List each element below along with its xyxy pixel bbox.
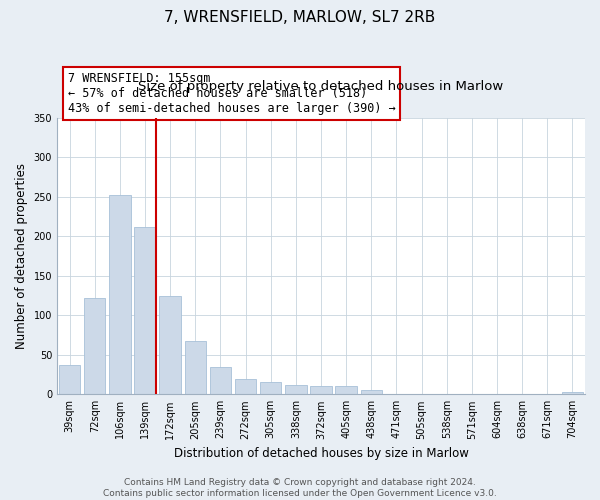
Bar	[185, 340, 206, 394]
Bar	[84, 298, 106, 394]
Bar	[361, 390, 382, 394]
Text: Contains HM Land Registry data © Crown copyright and database right 2024.
Contai: Contains HM Land Registry data © Crown c…	[103, 478, 497, 498]
Bar	[285, 385, 307, 394]
Bar	[335, 386, 357, 394]
Text: 7, WRENSFIELD, MARLOW, SL7 2RB: 7, WRENSFIELD, MARLOW, SL7 2RB	[164, 10, 436, 25]
X-axis label: Distribution of detached houses by size in Marlow: Distribution of detached houses by size …	[173, 447, 469, 460]
Bar	[160, 296, 181, 394]
Bar	[109, 195, 131, 394]
Title: Size of property relative to detached houses in Marlow: Size of property relative to detached ho…	[139, 80, 503, 93]
Y-axis label: Number of detached properties: Number of detached properties	[15, 163, 28, 349]
Bar	[210, 368, 231, 394]
Bar	[562, 392, 583, 394]
Text: 7 WRENSFIELD: 155sqm
← 57% of detached houses are smaller (518)
43% of semi-deta: 7 WRENSFIELD: 155sqm ← 57% of detached h…	[68, 72, 395, 115]
Bar	[310, 386, 332, 394]
Bar	[235, 378, 256, 394]
Bar	[134, 227, 156, 394]
Bar	[260, 382, 281, 394]
Bar	[59, 365, 80, 394]
